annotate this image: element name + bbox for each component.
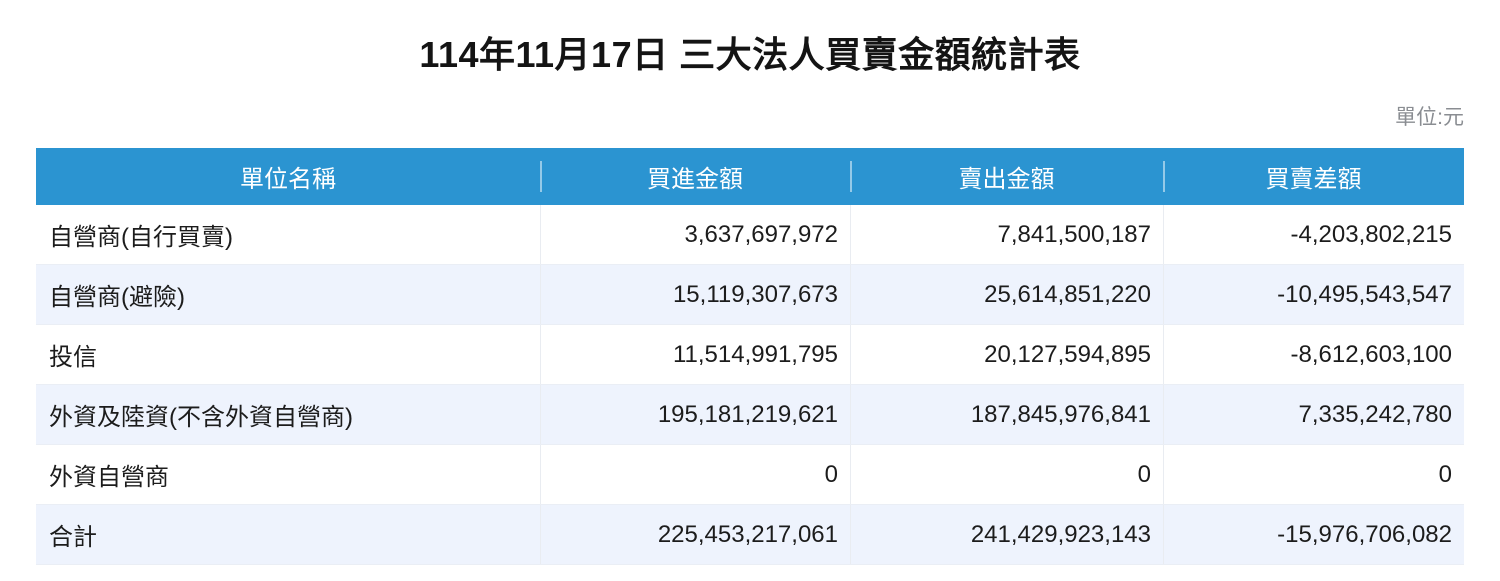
table-header-row: 單位名稱 買進金額 賣出金額 買賣差額 xyxy=(36,148,1464,205)
cell-buy-amount: 11,514,991,795 xyxy=(540,325,850,384)
table-row-foreign-dealer: 外資自營商 0 0 0 xyxy=(36,445,1464,505)
cell-diff-amount: -10,495,543,547 xyxy=(1163,265,1464,324)
cell-unit-name: 外資自營商 xyxy=(49,464,169,491)
cell-sell-amount: 20,127,594,895 xyxy=(850,325,1163,384)
unit-label: 單位:元 xyxy=(1395,106,1464,129)
cell-sell-amount: 241,429,923,143 xyxy=(850,505,1163,564)
table-row-foreign-investors: 外資及陸資(不含外資自營商) 195,181,219,621 187,845,9… xyxy=(36,385,1464,445)
header-cell-buy-amount: 買進金額 xyxy=(540,148,850,205)
table-row-dealer-hedge: 自營商(避險) 15,119,307,673 25,614,851,220 -1… xyxy=(36,265,1464,325)
cell-diff-amount: -4,203,802,215 xyxy=(1163,205,1464,264)
cell-buy-amount: 225,453,217,061 xyxy=(540,505,850,564)
cell-buy-amount: 3,637,697,972 xyxy=(540,205,850,264)
header-cell-unit-name: 單位名稱 xyxy=(240,166,336,193)
cell-unit-name: 自營商(避險) xyxy=(49,284,185,311)
cell-buy-amount: 15,119,307,673 xyxy=(540,265,850,324)
cell-sell-amount: 0 xyxy=(850,445,1163,504)
header-cell-diff-amount: 買賣差額 xyxy=(1163,148,1464,205)
cell-unit-name: 投信 xyxy=(49,344,97,371)
cell-buy-amount: 0 xyxy=(540,445,850,504)
trading-amount-table: 單位名稱 買進金額 賣出金額 買賣差額 自營商(自行買賣) 3,637,697,… xyxy=(36,148,1464,565)
cell-sell-amount: 7,841,500,187 xyxy=(850,205,1163,264)
page-title: 114年11月17日 三大法人買賣金額統計表 xyxy=(419,34,1081,75)
table-row-total: 合計 225,453,217,061 241,429,923,143 -15,9… xyxy=(36,505,1464,565)
cell-unit-name: 合計 xyxy=(49,524,97,551)
cell-unit-name: 自營商(自行買賣) xyxy=(49,224,233,251)
cell-diff-amount: 7,335,242,780 xyxy=(1163,385,1464,444)
cell-diff-amount: -8,612,603,100 xyxy=(1163,325,1464,384)
cell-sell-amount: 25,614,851,220 xyxy=(850,265,1163,324)
table-row-dealer-proprietary: 自營商(自行買賣) 3,637,697,972 7,841,500,187 -4… xyxy=(36,205,1464,265)
cell-sell-amount: 187,845,976,841 xyxy=(850,385,1163,444)
cell-diff-amount: 0 xyxy=(1163,445,1464,504)
header-cell-sell-amount: 賣出金額 xyxy=(850,148,1163,205)
cell-buy-amount: 195,181,219,621 xyxy=(540,385,850,444)
cell-unit-name: 外資及陸資(不含外資自營商) xyxy=(49,404,353,431)
table-row-investment-trust: 投信 11,514,991,795 20,127,594,895 -8,612,… xyxy=(36,325,1464,385)
cell-diff-amount: -15,976,706,082 xyxy=(1163,505,1464,564)
